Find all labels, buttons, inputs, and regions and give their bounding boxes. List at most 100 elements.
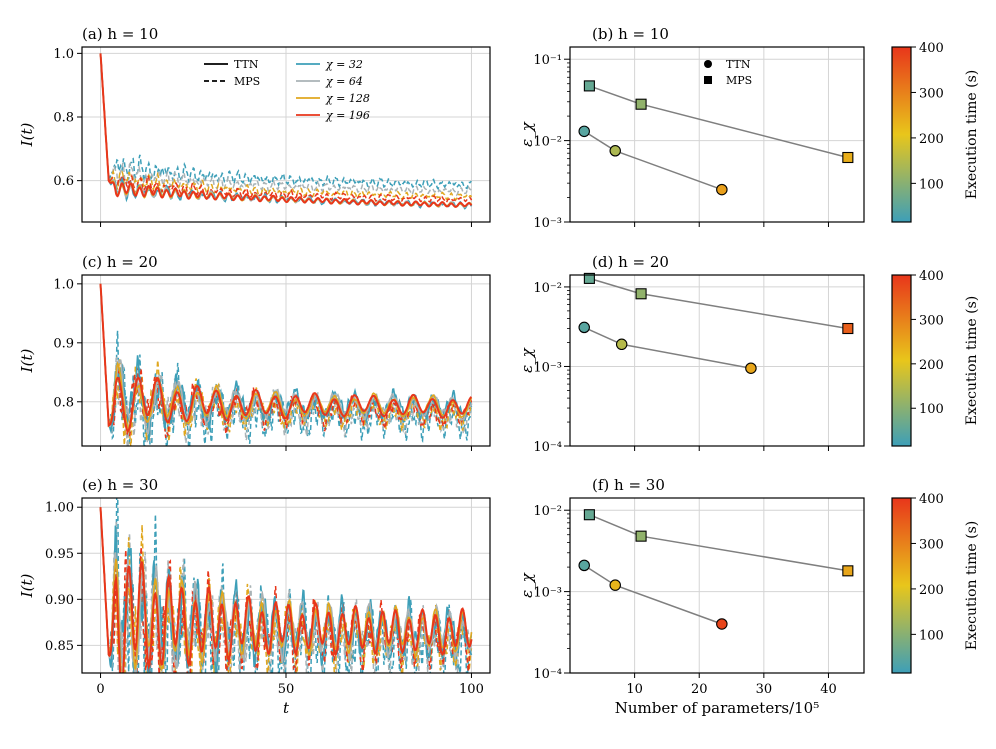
series-ttn-3 — [99, 283, 473, 433]
y-tick-label: 10⁻³ — [533, 360, 562, 375]
series-mps-2 — [99, 507, 473, 673]
ttn-point — [609, 145, 621, 157]
colorbar-gradient — [891, 274, 912, 447]
axes-frame — [569, 46, 865, 223]
y-tick-label: 10⁻² — [533, 281, 562, 296]
panel-title: (a) h = 10 — [82, 25, 158, 43]
colorbar-tick-label: 100 — [919, 628, 944, 643]
y-tick-label: 0.85 — [45, 639, 74, 654]
axes-frame — [569, 497, 865, 674]
y-tick-label: 0.6 — [53, 174, 74, 189]
x-axis-label: t — [283, 699, 290, 717]
y-tick-label: 10⁻³ — [533, 216, 562, 231]
mps-point — [583, 80, 595, 92]
legend-lines: TTN MPS χ = 32 χ = 64 χ = 128 χ = 196 — [204, 58, 370, 122]
x-tick-label: 0 — [96, 682, 104, 697]
legend-label: TTN — [234, 58, 259, 71]
x-tick-label: 50 — [278, 682, 295, 697]
plot-area — [570, 47, 864, 222]
y-tick-label: 10⁻⁴ — [533, 667, 562, 682]
legend-label: TTN — [726, 58, 751, 71]
series-mps-0 — [99, 53, 472, 191]
colorbar-label: Execution time (s) — [964, 296, 980, 425]
y-axis-label: ε_χ — [518, 121, 536, 147]
mps-point — [635, 98, 647, 110]
mps-point — [842, 565, 854, 577]
y-tick-label: 1.00 — [45, 501, 74, 516]
x-tick-label: 30 — [756, 682, 773, 697]
ttn-point — [609, 579, 621, 591]
colorbar-tick-label: 300 — [919, 86, 944, 101]
mps-point — [842, 322, 854, 335]
y-axis-label: I(t) — [18, 123, 36, 148]
colorbar-gradient — [891, 46, 912, 223]
colorbar-gradient — [891, 497, 912, 674]
panel-c: 0.8 0.9 1.0 (c) h = 20 I(t) — [18, 253, 491, 451]
plot-area — [570, 275, 864, 446]
mps-point — [583, 272, 595, 284]
legend-label: χ = 128 — [325, 92, 370, 105]
y-tick-label: 0.90 — [45, 593, 74, 608]
y-axis-label: ε_χ — [518, 347, 536, 373]
legend-label: χ = 196 — [325, 109, 370, 122]
panel-f: 10 20 30 40 10⁻⁴ 10⁻³ 10⁻² (f) h = 30 ε_χ Number … — [518, 476, 865, 717]
y-tick-label: 10⁻² — [533, 135, 562, 150]
panel-e: 0 50 100 0.85 0.90 0.95 1.00 (e) h = 30 I(t) t — [18, 476, 491, 717]
x-tick-label: 40 — [820, 682, 837, 697]
series-mps-0 — [99, 283, 473, 446]
series-mps-1 — [99, 53, 473, 197]
colorbar-tick-label: 400 — [919, 41, 944, 56]
colorbar-tick-label: 200 — [919, 583, 944, 598]
colorbar-tick-label: 400 — [919, 269, 944, 284]
series-ttn-3 — [99, 53, 473, 208]
ttn-point — [615, 338, 628, 351]
ttn-point — [716, 618, 728, 630]
colorbar-tick-label: 200 — [919, 132, 944, 147]
series-mps-3 — [99, 53, 473, 204]
colorbar-f: 100 200 300 400 Execution time (s) — [891, 492, 980, 674]
mps-point — [583, 509, 595, 521]
y-axis-label: I(t) — [18, 574, 36, 599]
legend-label: χ = 32 — [325, 58, 363, 71]
series-group — [99, 53, 473, 210]
colorbar-tick-label: 200 — [919, 358, 944, 373]
ttn-point — [578, 125, 590, 138]
y-axis-label: ε_χ — [518, 572, 536, 598]
series-ttn-0 — [99, 507, 473, 673]
x-axis-label: Number of parameters/10⁵ — [615, 699, 819, 717]
y-tick-label: 10⁻² — [533, 504, 562, 519]
mps-point — [635, 288, 647, 300]
series-group — [99, 283, 473, 446]
ttn-point — [578, 559, 590, 572]
colorbar-d: 100 200 300 400 Execution time (s) — [891, 269, 980, 447]
x-tick-label: 10 — [626, 682, 643, 697]
series-mps-2 — [99, 283, 472, 446]
legend-label: MPS — [726, 74, 752, 87]
series-group — [99, 498, 473, 673]
colorbar-label: Execution time (s) — [964, 521, 980, 650]
y-tick-label: 10⁻¹ — [533, 53, 562, 68]
mps-point — [635, 530, 647, 542]
y-tick-label: 0.9 — [53, 336, 74, 351]
y-tick-label: 0.8 — [53, 111, 74, 126]
y-tick-label: 1.0 — [53, 47, 74, 62]
panel-d: 10⁻⁴ 10⁻³ 10⁻² (d) h = 20 ε_χ — [518, 253, 865, 455]
y-axis-label: I(t) — [18, 349, 36, 374]
colorbar-tick-label: 100 — [919, 177, 944, 192]
legend-label: MPS — [234, 75, 260, 88]
panel-title: (c) h = 20 — [82, 253, 158, 271]
legend-markers: TTN MPS — [704, 58, 752, 87]
colorbar-b: 100 200 300 400 Execution time (s) — [891, 41, 980, 223]
panel-title: (e) h = 30 — [82, 476, 158, 494]
colorbar-tick-label: 300 — [919, 537, 944, 552]
colorbar-tick-label: 100 — [919, 402, 944, 417]
y-tick-label: 10⁻⁴ — [533, 440, 562, 455]
panel-title: (b) h = 10 — [592, 25, 669, 43]
legend-label: χ = 64 — [325, 75, 363, 88]
ttn-point — [745, 362, 757, 374]
x-tick-label: 20 — [691, 682, 708, 697]
colorbar-tick-label: 300 — [919, 313, 944, 328]
y-tick-label: 10⁻³ — [533, 586, 562, 601]
y-tick-label: 0.8 — [53, 395, 74, 410]
